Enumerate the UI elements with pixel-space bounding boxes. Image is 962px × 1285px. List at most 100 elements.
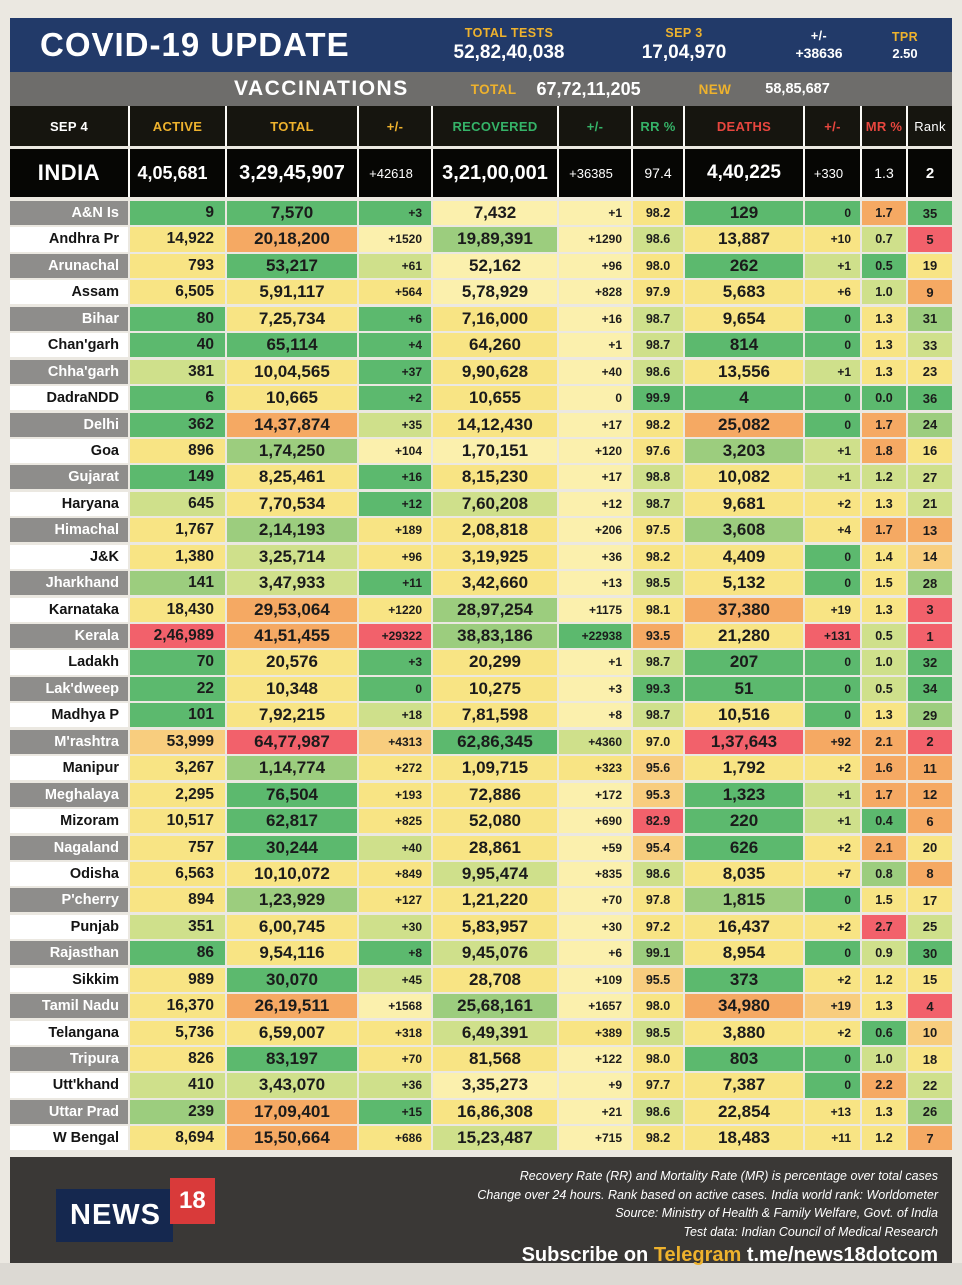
rank-cell: 22	[908, 1073, 952, 1098]
deaths-cell: 7,387	[685, 1073, 803, 1098]
india-mortality-rate: 1.3	[862, 149, 906, 197]
total-cell: 1,14,774	[227, 756, 357, 781]
recovery-rate-cell: 98.7	[633, 491, 683, 516]
state-name: DadraNDD	[10, 386, 128, 411]
deaths-cell: 21,280	[685, 624, 803, 649]
deaths-cell: 3,880	[685, 1020, 803, 1045]
active-cell: 2,46,989	[130, 624, 225, 649]
deaths-change-cell: +1	[805, 359, 860, 384]
recovery-rate-cell: 98.6	[633, 359, 683, 384]
state-name: Meghalaya	[10, 782, 128, 807]
mortality-rate-cell: 0.7	[862, 227, 906, 252]
rank-cell: 19	[908, 253, 952, 278]
state-name: Assam	[10, 280, 128, 305]
table-row: W Bengal 8,694 15,50,664 +686 15,23,487 +715 9…	[10, 1126, 952, 1151]
deaths-cell: 8,954	[685, 941, 803, 966]
mortality-rate-cell: 1.4	[862, 544, 906, 569]
state-name: Mizoram	[10, 809, 128, 834]
deaths-cell: 10,082	[685, 465, 803, 490]
deaths-change-cell: +2	[805, 835, 860, 860]
table-row: Goa 896 1,74,250 +104 1,70,151 +120 97.6 3,203 +…	[10, 438, 952, 464]
table-row: Kerala 2,46,989 41,51,455 +29322 38,83,186 +2…	[10, 624, 952, 649]
table-row: M'rashtra 53,999 64,77,987 +4313 62,86,345 +4…	[10, 729, 952, 754]
total-change-cell: +15	[359, 1099, 431, 1124]
tpr-stat: TPR 2.50	[874, 30, 936, 61]
total-cell: 14,37,874	[227, 412, 357, 437]
mortality-rate-cell: 1.3	[862, 333, 906, 358]
recovered-change-cell: +120	[559, 438, 631, 464]
india-deaths-change: +330	[805, 149, 860, 197]
state-name: Himachal	[10, 518, 128, 543]
deaths-change-cell: 0	[805, 333, 860, 358]
footer-note-line: Recovery Rate (RR) and Mortality Rate (M…	[519, 1169, 938, 1184]
india-deaths: 4,40,225	[685, 149, 803, 197]
total-change-cell: +1520	[359, 227, 431, 252]
telegram-link[interactable]: Telegram	[653, 1244, 742, 1267]
recovered-change-cell: 0	[559, 386, 631, 411]
mortality-rate-cell: 1.7	[862, 201, 906, 226]
title-band: COVID-19 UPDATE TOTAL TESTS 52,82,40,038…	[10, 18, 952, 72]
total-cell: 10,348	[227, 676, 357, 701]
active-cell: 40	[130, 333, 225, 358]
total-change-cell: +318	[359, 1020, 431, 1045]
deaths-cell: 5,683	[685, 280, 803, 305]
recovery-rate-cell: 98.1	[633, 597, 683, 622]
total-change-cell: +30	[359, 914, 431, 939]
recovered-change-cell: +835	[559, 861, 631, 887]
deaths-cell: 25,082	[685, 412, 803, 437]
mortality-rate-cell: 1.7	[862, 518, 906, 543]
rank-cell: 17	[908, 888, 952, 913]
total-cell: 10,665	[227, 386, 357, 411]
india-recovered-change: +36385	[559, 149, 631, 197]
state-name: M'rashtra	[10, 729, 128, 754]
rank-cell: 14	[908, 544, 952, 569]
total-change-cell: +4	[359, 333, 431, 358]
rank-cell: 3	[908, 597, 952, 622]
rank-cell: 11	[908, 756, 952, 781]
recovered-change-cell: +690	[559, 809, 631, 834]
recovered-cell: 15,23,487	[433, 1126, 557, 1151]
active-cell: 16,370	[130, 994, 225, 1019]
rank-cell: 13	[908, 518, 952, 543]
recovery-rate-cell: 93.5	[633, 624, 683, 649]
column-header-rank: Rank	[908, 106, 952, 146]
total-change-cell: +37	[359, 359, 431, 384]
recovered-cell: 16,86,308	[433, 1099, 557, 1124]
mortality-rate-cell: 0.0	[862, 386, 906, 411]
mortality-rate-cell: 1.0	[862, 280, 906, 305]
mortality-rate-cell: 1.2	[862, 1126, 906, 1151]
total-cell: 17,09,401	[227, 1099, 357, 1124]
state-name: J&K	[10, 544, 128, 569]
total-cell: 7,25,734	[227, 306, 357, 331]
deaths-cell: 37,380	[685, 597, 803, 622]
total-cell: 7,92,215	[227, 703, 357, 728]
recovered-change-cell: +17	[559, 465, 631, 490]
india-total: 3,29,45,907	[227, 149, 357, 197]
rank-cell: 27	[908, 465, 952, 490]
total-cell: 7,70,534	[227, 491, 357, 516]
deaths-change-cell: +10	[805, 227, 860, 252]
total-change-cell: +40	[359, 835, 431, 860]
recovered-change-cell: +1175	[559, 597, 631, 622]
active-cell: 6,563	[130, 861, 225, 887]
active-cell: 894	[130, 888, 225, 913]
total-cell: 1,23,929	[227, 888, 357, 913]
vaccinations-new-value: 58,85,687	[765, 81, 830, 97]
table-row: Mizoram 10,517 62,817 +825 52,080 +690 82.9 220…	[10, 809, 952, 834]
rank-cell: 5	[908, 227, 952, 252]
deaths-cell: 13,556	[685, 359, 803, 384]
recovered-cell: 72,886	[433, 782, 557, 807]
column-header-row: SEP 4 ACTIVE TOTAL +/- RECOVERED +/- RR % DEAT…	[10, 106, 952, 146]
deaths-change-cell: +7	[805, 861, 860, 887]
rank-cell: 28	[908, 571, 952, 596]
column-header-recovery-rate: RR %	[633, 106, 683, 146]
rank-cell: 6	[908, 809, 952, 834]
total-cell: 26,19,511	[227, 994, 357, 1019]
total-change-cell: +11	[359, 571, 431, 596]
recovered-change-cell: +122	[559, 1047, 631, 1072]
total-change-cell: +193	[359, 782, 431, 807]
active-cell: 70	[130, 650, 225, 675]
recovery-rate-cell: 97.8	[633, 888, 683, 913]
recovered-change-cell: +1	[559, 650, 631, 675]
table-row: Telangana 5,736 6,59,007 +318 6,49,391 +389 98…	[10, 1020, 952, 1045]
